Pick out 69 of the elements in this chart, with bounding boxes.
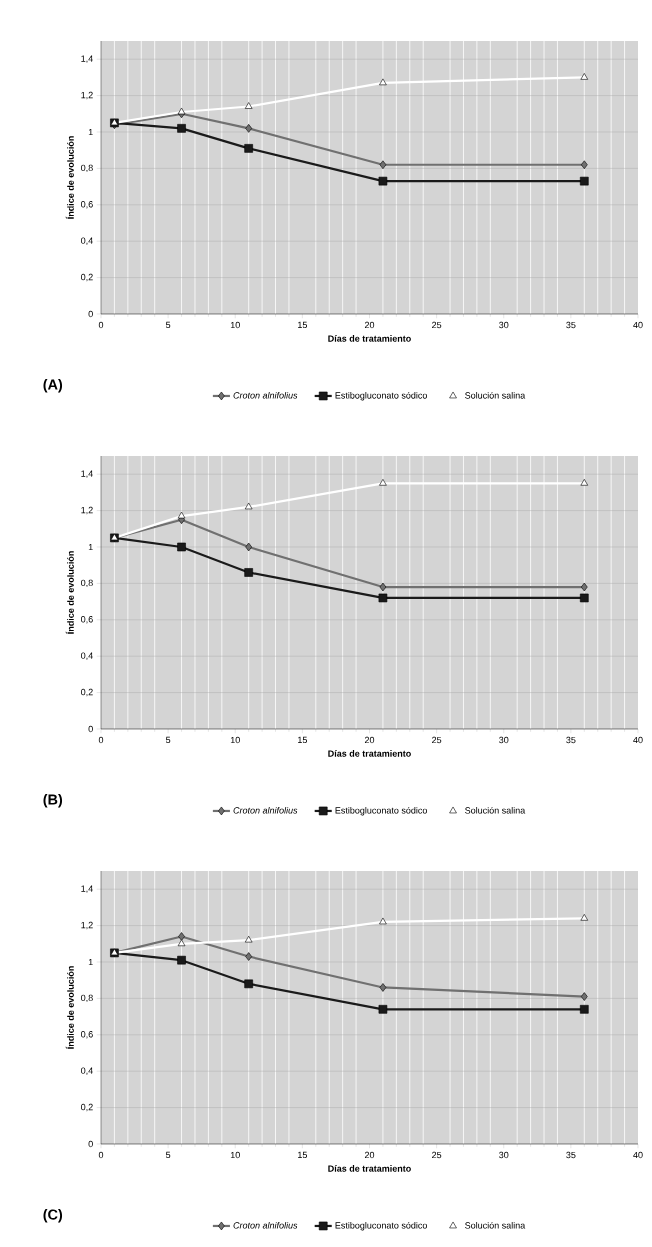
x-tick-label: 20	[364, 1151, 375, 1159]
x-tick-label: 10	[230, 1151, 240, 1159]
y-tick-label: 0,8	[81, 579, 93, 588]
x-tick-label: 10	[230, 736, 240, 744]
x-tick-label: 0	[98, 736, 104, 744]
x-tick-label: 5	[165, 321, 171, 329]
x-tick-label: 30	[499, 1151, 509, 1159]
text: (A)	[43, 379, 63, 393]
text: (B)	[43, 794, 63, 808]
legend-label: Croton alnifolius	[233, 1221, 298, 1229]
y-tick-label: 0,4	[81, 1067, 93, 1075]
y-tick-label: 0,8	[81, 164, 93, 173]
x-tick-label: 10	[230, 321, 240, 329]
x-tick-label: 5	[165, 1151, 171, 1159]
y-tick-label: 1	[88, 543, 93, 551]
y-tick-label: 0,4	[81, 652, 93, 660]
x-tick-label: 0	[98, 1151, 104, 1159]
y-tick-label: 1,2	[81, 506, 93, 515]
x-tick-label: 35	[566, 736, 576, 744]
legend-label: Estibogluconato sódico	[335, 806, 428, 816]
y-tick-label: 1,2	[81, 921, 93, 930]
y-tick-label: 0,8	[81, 994, 93, 1003]
x-tick-label: 0	[98, 321, 104, 329]
legend-label: Solución salina	[465, 806, 526, 814]
y-tick-label: 0,6	[81, 616, 93, 624]
legend-label: Croton alnifolius	[233, 806, 298, 814]
x-tick-label: 25	[432, 321, 442, 329]
y-tick-label: 0,4	[81, 237, 93, 245]
y-axis-title: Índice de evolución	[65, 966, 74, 1049]
x-tick-label: 5	[165, 736, 171, 744]
legend-label: Estibogluconato sódico	[335, 391, 428, 401]
x-tick-label: 40	[633, 321, 643, 329]
x-tick-label: 30	[499, 736, 509, 744]
y-tick-label: 1	[88, 958, 93, 966]
y-axis-title: Índice de evolución	[65, 136, 74, 219]
x-tick-label: 20	[364, 736, 375, 744]
y-tick-label: 0,2	[81, 1103, 93, 1112]
x-axis-title: Días de tratamiento	[328, 1165, 411, 1172]
y-tick-label: 1,4	[81, 55, 93, 63]
y-tick-label: 0,2	[81, 273, 93, 282]
x-tick-label: 35	[566, 1151, 576, 1159]
y-axis-title: Índice de evolución	[65, 551, 74, 634]
y-tick-label: 0	[88, 310, 93, 318]
x-tick-label: 15	[298, 1151, 307, 1159]
y-tick-label: 1,4	[81, 885, 93, 893]
y-tick-label: 1,4	[81, 470, 93, 478]
legend-label: Solución salina	[465, 391, 526, 399]
y-tick-label: 0,2	[81, 688, 93, 697]
legend-label: Estibogluconato sódico	[335, 1221, 428, 1231]
y-tick-label: 1,2	[81, 91, 93, 100]
x-tick-label: 15	[298, 321, 307, 329]
x-tick-label: 30	[499, 321, 509, 329]
x-tick-label: 25	[432, 736, 442, 744]
text: (C)	[43, 1209, 63, 1223]
legend-label: Solución salina	[465, 1221, 526, 1229]
y-tick-label: 0	[88, 1140, 93, 1148]
x-tick-label: 25	[432, 1151, 442, 1159]
x-tick-label: 15	[298, 736, 307, 744]
y-tick-label: 0,6	[81, 1031, 93, 1039]
y-tick-label: 0	[88, 725, 93, 733]
y-tick-label: 1	[88, 128, 93, 136]
x-axis-title: Días de tratamiento	[328, 335, 411, 342]
x-tick-label: 40	[633, 736, 643, 744]
x-tick-label: 40	[633, 1151, 643, 1159]
legend-label: Croton alnifolius	[233, 391, 298, 399]
x-tick-label: 35	[566, 321, 576, 329]
x-tick-label: 20	[364, 321, 375, 329]
y-tick-label: 0,6	[81, 201, 93, 209]
x-axis-title: Días de tratamiento	[328, 750, 411, 757]
